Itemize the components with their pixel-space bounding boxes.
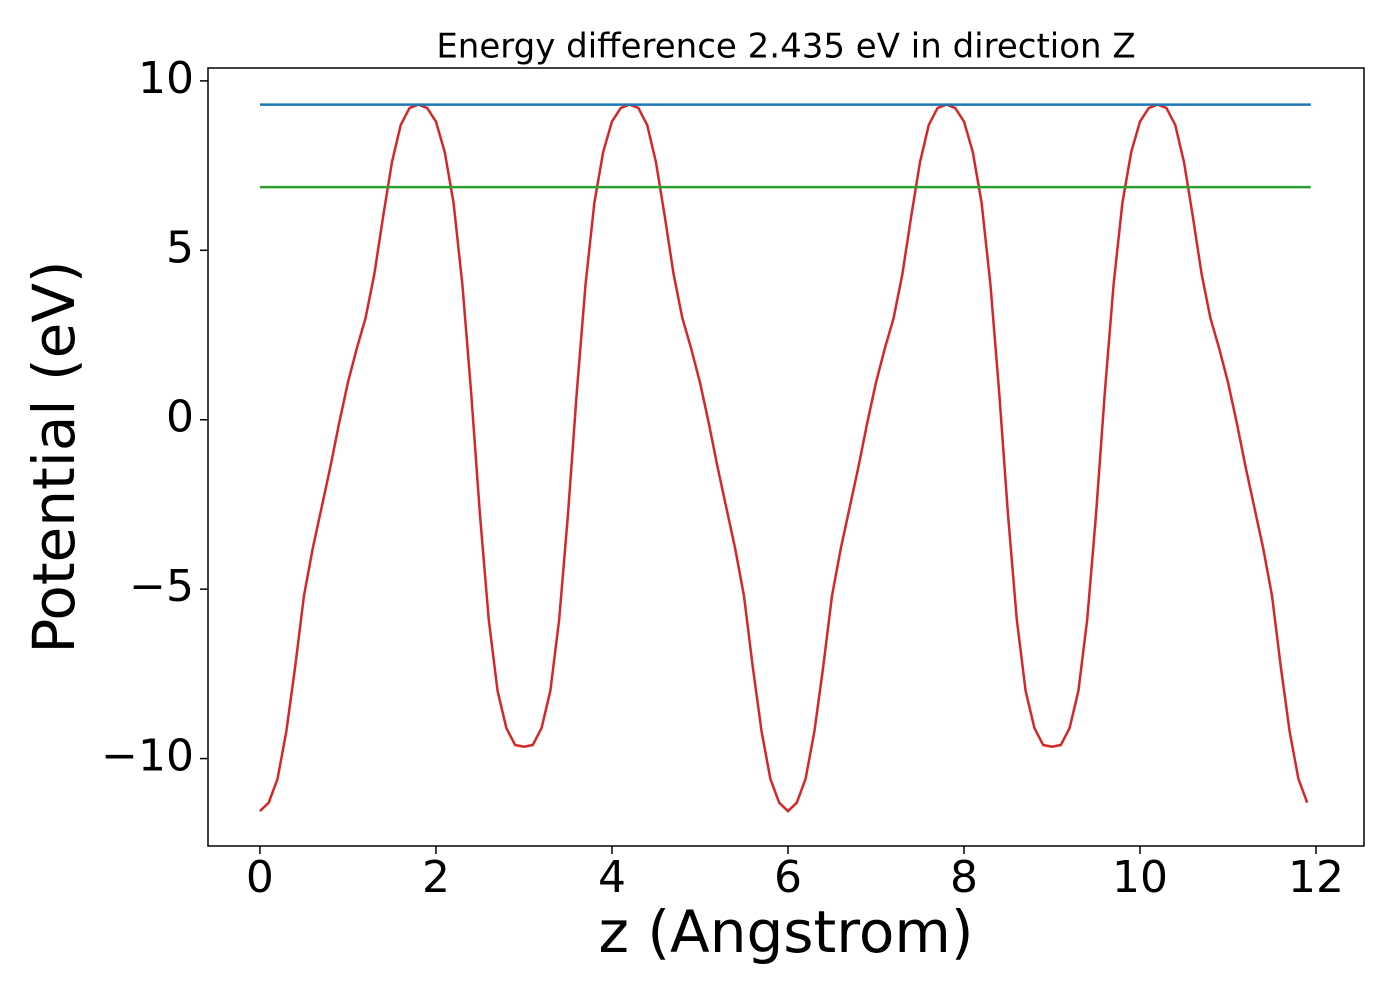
y-tick-label: 10: [138, 53, 194, 104]
x-tick-label: 8: [950, 852, 978, 903]
y-tick-label: −5: [129, 561, 194, 612]
x-tick-label: 4: [598, 852, 626, 903]
y-tick-label: 0: [166, 392, 194, 443]
x-axis-label: z (Angstrom): [599, 898, 974, 966]
y-tick-label: 5: [166, 222, 194, 273]
line: [259, 103, 1309, 813]
chart-title: Energy difference 2.435 eV in direction …: [436, 27, 1135, 67]
y-axis-label: Potential (eV): [20, 260, 88, 653]
x-tick-label: 12: [1288, 852, 1344, 903]
y-tick-label: −10: [101, 731, 194, 782]
x-tick-label: 0: [246, 852, 274, 903]
x-tick-label: 10: [1112, 852, 1168, 903]
x-tick-label: 6: [774, 852, 802, 903]
x-tick-label: 2: [422, 852, 450, 903]
plot-frame: [207, 67, 1365, 847]
